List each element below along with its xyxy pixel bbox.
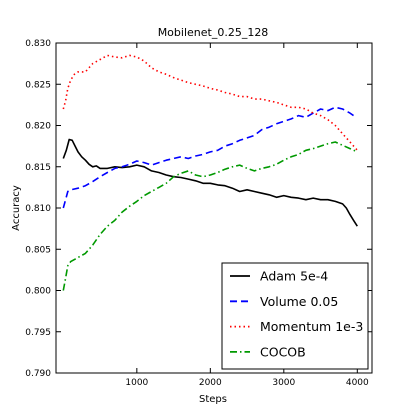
y-tick-label: 0.805 xyxy=(25,245,51,255)
legend-label-4: COCOB xyxy=(260,344,306,359)
legend-entries: Adam 5e-4 Volume 0.05 Momentum 1e-3 COCOB xyxy=(230,269,363,359)
x-tick-label: 2000 xyxy=(199,378,222,388)
tick-layer xyxy=(56,42,372,374)
legend-label-1: Adam 5e-4 xyxy=(260,269,328,284)
y-tick-label: 0.825 xyxy=(25,80,51,90)
x-tick-labels: 1000 2000 3000 4000 xyxy=(125,378,369,388)
y-tick-label: 0.810 xyxy=(25,204,51,214)
y-axis-title: Accuracy xyxy=(11,185,22,231)
y-tick-label: 0.830 xyxy=(25,39,51,49)
x-axis-title: Steps xyxy=(199,394,227,405)
legend-label-3: Momentum 1e-3 xyxy=(260,319,363,334)
series-line-2 xyxy=(62,106,358,209)
series-line-4 xyxy=(62,141,358,291)
y-tick-labels: 0.790 0.795 0.800 0.805 0.810 0.815 0.820 0.825… xyxy=(25,39,51,379)
y-tick-label: 0.800 xyxy=(25,287,51,297)
x-tick-label: 3000 xyxy=(272,378,295,388)
series-layer xyxy=(62,54,358,291)
x-tick-label: 4000 xyxy=(346,378,369,388)
y-tick-label: 0.815 xyxy=(25,163,51,173)
legend: Adam 5e-4 Volume 0.05 Momentum 1e-3 COCOB xyxy=(221,262,369,370)
chart-title: Mobilenet_0.25_128 xyxy=(158,26,269,39)
y-tick-label: 0.795 xyxy=(25,328,51,338)
y-tick-label: 0.790 xyxy=(25,369,51,379)
x-tick-label: 1000 xyxy=(125,378,148,388)
y-tick-label: 0.820 xyxy=(25,122,51,132)
series-line-1 xyxy=(62,138,358,227)
legend-label-2: Volume 0.05 xyxy=(260,294,338,309)
